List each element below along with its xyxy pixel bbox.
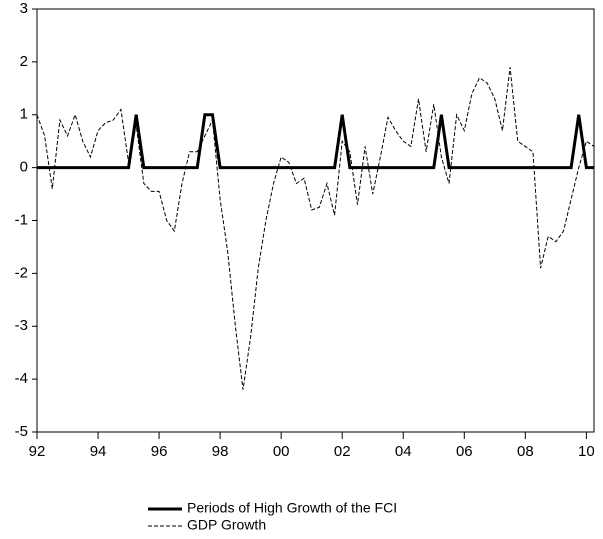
series-line — [36, 67, 595, 390]
y-tick-label: -4 — [15, 370, 28, 387]
legend-label: GDP Growth — [187, 517, 266, 533]
y-tick-label: 0 — [20, 159, 28, 176]
x-tick-label: 06 — [456, 443, 473, 460]
x-tick-label: 08 — [517, 443, 534, 460]
legend-label: Periods of High Growth of the FCI — [187, 500, 397, 516]
y-tick-label: 3 — [20, 0, 28, 17]
x-tick-label: 92 — [29, 443, 46, 460]
x-tick-label: 96 — [151, 443, 168, 460]
y-tick-label: 1 — [20, 106, 28, 123]
x-tick-label: 94 — [90, 443, 107, 460]
y-tick-label: -1 — [15, 211, 28, 228]
y-tick-label: 2 — [20, 53, 28, 70]
x-tick-label: 02 — [334, 443, 351, 460]
x-tick-label: 00 — [273, 443, 290, 460]
x-tick-label: 98 — [212, 443, 229, 460]
x-tick-label: 10 — [578, 443, 595, 460]
series-line — [37, 113, 594, 170]
y-tick-label: -5 — [15, 423, 28, 440]
y-tick-label: -2 — [15, 264, 28, 281]
y-tick-label: -3 — [15, 317, 28, 334]
x-tick-label: 04 — [395, 443, 412, 460]
